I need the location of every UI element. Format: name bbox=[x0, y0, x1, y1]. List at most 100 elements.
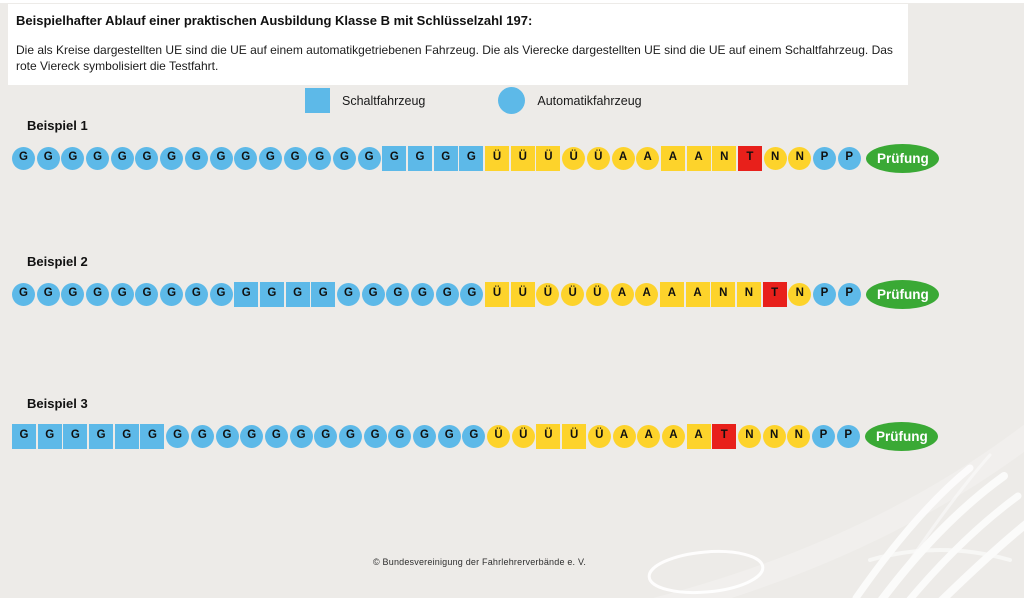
lesson-unit-Ü: Ü bbox=[510, 281, 535, 307]
lesson-unit-N: N bbox=[737, 424, 761, 448]
lesson-unit-G: G bbox=[37, 423, 62, 449]
lesson-unit-A: A bbox=[635, 282, 659, 306]
lesson-unit-G: G bbox=[437, 424, 461, 448]
lesson-unit-A: A bbox=[685, 281, 710, 307]
lesson-unit-G: G bbox=[289, 424, 313, 448]
lesson-unit-G: G bbox=[361, 282, 385, 306]
lesson-unit-G: G bbox=[110, 146, 134, 170]
lesson-unit-G: G bbox=[411, 282, 434, 306]
header-box: Beispielhafter Ablauf einer praktischen … bbox=[8, 4, 908, 85]
lesson-unit-Ü: Ü bbox=[562, 146, 586, 170]
lesson-unit-G: G bbox=[283, 146, 307, 170]
lesson-unit-G: G bbox=[209, 282, 233, 306]
lesson-unit-G: G bbox=[160, 146, 184, 170]
lesson-unit-T: T bbox=[737, 145, 762, 171]
lesson-track-2: G G G G G G G G G G G G G G G G G G G Ü Ü Ü Ü Ü A A A A N N T N P P Prüfun… bbox=[12, 279, 940, 309]
lesson-unit-G: G bbox=[234, 281, 259, 307]
lesson-unit-A: A bbox=[611, 146, 635, 170]
lesson-unit-Ü: Ü bbox=[536, 145, 561, 171]
lesson-unit-G: G bbox=[311, 281, 336, 307]
lesson-unit-G: G bbox=[63, 423, 88, 449]
lesson-unit-G: G bbox=[308, 146, 332, 170]
circle-swatch-icon bbox=[498, 87, 526, 114]
lesson-unit-A: A bbox=[610, 282, 634, 306]
lesson-unit-A: A bbox=[612, 424, 636, 448]
lesson-unit-N: N bbox=[762, 424, 786, 448]
lesson-unit-P: P bbox=[812, 424, 835, 448]
lesson-unit-G: G bbox=[314, 424, 338, 448]
pruefung-badge: Prüfung bbox=[866, 279, 940, 309]
lesson-unit-G: G bbox=[338, 424, 362, 448]
lesson-unit-G: G bbox=[433, 145, 458, 171]
lesson-track-3: G G G G G G G G G G G G G G G G G G G Ü Ü Ü Ü Ü A A A A T N N N P P Prüfun… bbox=[12, 421, 939, 451]
lesson-unit-Ü: Ü bbox=[585, 282, 609, 306]
lesson-unit-G: G bbox=[388, 424, 412, 448]
lesson-unit-P: P bbox=[837, 146, 861, 170]
example-1-label: Beispiel 1 bbox=[27, 118, 88, 133]
lesson-unit-G: G bbox=[184, 282, 208, 306]
lesson-unit-G: G bbox=[460, 282, 484, 306]
header-description: Die als Kreise dargestellten UE sind die… bbox=[16, 43, 893, 74]
lesson-unit-G: G bbox=[12, 282, 35, 306]
lesson-unit-G: G bbox=[382, 145, 407, 171]
legend-item-schaltfahrzeug: Schaltfahrzeug bbox=[305, 88, 425, 113]
lesson-unit-G: G bbox=[12, 423, 36, 449]
lesson-unit-Ü: Ü bbox=[487, 424, 511, 448]
lesson-unit-Ü: Ü bbox=[561, 282, 585, 306]
lesson-unit-G: G bbox=[240, 424, 264, 448]
legend-label: Automatikfahrzeug bbox=[537, 93, 642, 108]
lesson-unit-Ü: Ü bbox=[511, 424, 535, 448]
legend-item-automatikfahrzeug: Automatikfahrzeug bbox=[498, 87, 642, 114]
lesson-unit-P: P bbox=[837, 282, 861, 306]
lesson-unit-G: G bbox=[234, 146, 258, 170]
pruefung-badge: Prüfung bbox=[866, 143, 940, 173]
lesson-unit-N: N bbox=[788, 146, 812, 170]
lesson-unit-Ü: Ü bbox=[562, 423, 587, 449]
bottom-margin bbox=[0, 598, 1024, 615]
lesson-unit-G: G bbox=[363, 424, 387, 448]
lesson-unit-A: A bbox=[637, 424, 661, 448]
lesson-unit-G: G bbox=[332, 146, 356, 170]
lesson-unit-G: G bbox=[209, 146, 233, 170]
lesson-unit-G: G bbox=[166, 424, 190, 448]
lesson-unit-N: N bbox=[787, 424, 811, 448]
lesson-unit-G: G bbox=[386, 282, 410, 306]
lesson-unit-G: G bbox=[12, 146, 35, 170]
lesson-unit-G: G bbox=[264, 424, 288, 448]
lesson-unit-A: A bbox=[660, 145, 685, 171]
lesson-unit-A: A bbox=[659, 281, 684, 307]
lesson-unit-G: G bbox=[110, 282, 134, 306]
lesson-unit-Ü: Ü bbox=[536, 282, 560, 306]
lesson-unit-G: G bbox=[259, 281, 284, 307]
header-title: Beispielhafter Ablauf einer praktischen … bbox=[16, 13, 533, 28]
pruefung-badge: Prüfung bbox=[865, 421, 939, 451]
lesson-unit-G: G bbox=[89, 423, 114, 449]
lesson-unit-G: G bbox=[135, 146, 159, 170]
lesson-unit-Ü: Ü bbox=[485, 145, 510, 171]
lesson-unit-G: G bbox=[408, 145, 432, 171]
legend: Schaltfahrzeug Automatikfahrzeug bbox=[305, 87, 642, 114]
lesson-unit-G: G bbox=[336, 282, 360, 306]
lesson-unit-N: N bbox=[711, 281, 736, 307]
lesson-unit-G: G bbox=[160, 282, 184, 306]
lesson-unit-G: G bbox=[258, 146, 282, 170]
lesson-unit-G: G bbox=[114, 423, 139, 449]
example-2-label: Beispiel 2 bbox=[27, 254, 88, 269]
lesson-unit-G: G bbox=[459, 145, 484, 171]
lesson-unit-Ü: Ü bbox=[510, 145, 535, 171]
lesson-unit-G: G bbox=[86, 282, 110, 306]
lesson-track-1: G G G G G G G G G G G G G G G G G G G Ü Ü Ü Ü Ü A A A A N T N N P P Prüfun… bbox=[12, 143, 940, 173]
lesson-unit-G: G bbox=[215, 424, 239, 448]
lesson-unit-A: A bbox=[686, 423, 711, 449]
lesson-unit-G: G bbox=[413, 424, 436, 448]
lesson-unit-G: G bbox=[140, 423, 165, 449]
lesson-unit-P: P bbox=[813, 282, 836, 306]
lesson-unit-A: A bbox=[661, 424, 685, 448]
lesson-unit-N: N bbox=[763, 146, 787, 170]
lesson-unit-G: G bbox=[36, 282, 60, 306]
lesson-unit-N: N bbox=[736, 281, 761, 307]
lesson-unit-A: A bbox=[686, 145, 711, 171]
lesson-unit-G: G bbox=[135, 282, 159, 306]
lesson-unit-T: T bbox=[712, 423, 737, 449]
legend-label: Schaltfahrzeug bbox=[342, 93, 426, 108]
